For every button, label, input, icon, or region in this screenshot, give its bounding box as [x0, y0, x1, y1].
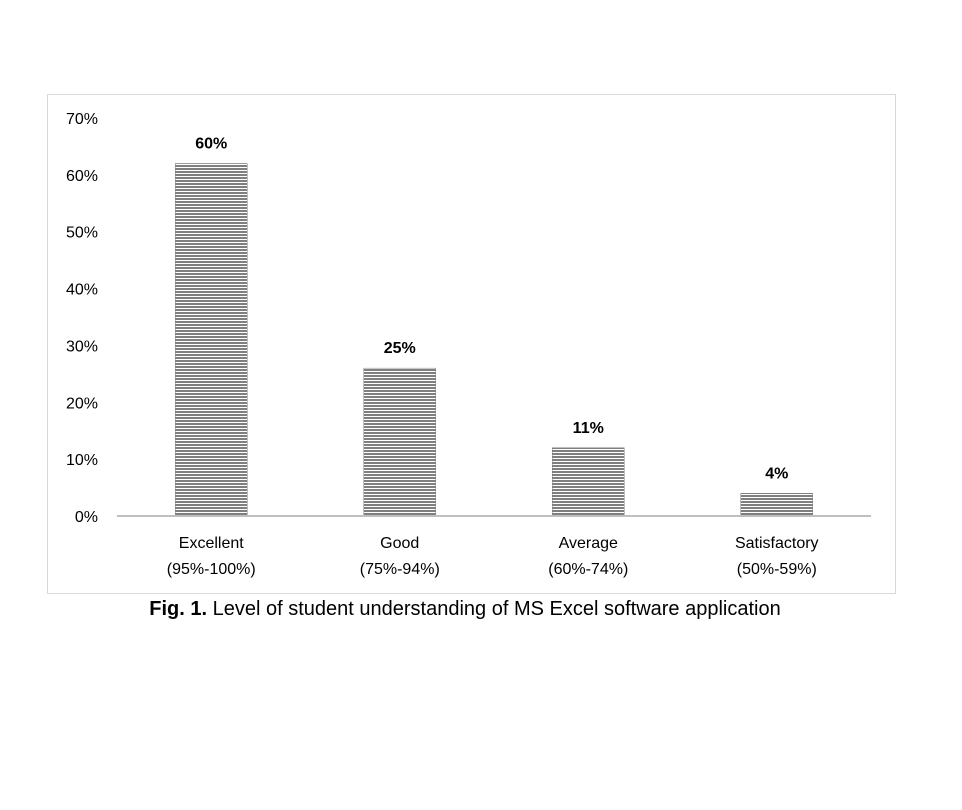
bar	[740, 493, 813, 517]
y-tick-label: 0%	[75, 509, 98, 526]
bar	[552, 447, 625, 517]
caption-text: Level of student understanding of MS Exc…	[207, 598, 781, 620]
data-label: 11%	[573, 420, 604, 437]
data-label: 60%	[195, 135, 227, 152]
y-tick-label: 60%	[66, 168, 98, 185]
x-tick-label: Excellent	[179, 535, 244, 552]
y-tick-label: 30%	[66, 338, 98, 355]
x-tick-label: (60%-74%)	[548, 561, 628, 578]
bar	[175, 163, 248, 517]
x-tick-label: (50%-59%)	[737, 561, 817, 578]
y-tick-label: 20%	[66, 395, 98, 412]
data-label: 4%	[765, 465, 788, 482]
y-tick-label: 40%	[66, 282, 98, 299]
data-labels: 60% 25% 11% 4%	[195, 135, 788, 482]
bar-chart: 0% 10% 20% 30% 40% 50% 60% 70% 60% 25% 11% 4% Exce…	[66, 111, 871, 578]
y-tick-label: 10%	[66, 452, 98, 469]
caption-label: Fig. 1.	[149, 598, 208, 620]
x-axis-labels: Excellent (95%-100%) Good (75%-94%) Average (…	[167, 535, 819, 578]
y-tick-label: 50%	[66, 225, 98, 242]
bars	[175, 163, 813, 517]
x-tick-label: Good	[380, 535, 419, 552]
bar	[363, 367, 436, 517]
x-tick-label: (75%-94%)	[360, 561, 440, 578]
x-tick-label: Average	[559, 535, 618, 552]
data-label: 25%	[384, 340, 416, 357]
x-tick-label: Satisfactory	[735, 535, 819, 552]
figure-caption: Fig. 1. Level of student understanding o…	[0, 598, 930, 621]
x-tick-label: (95%-100%)	[167, 561, 256, 578]
y-axis-ticks: 0% 10% 20% 30% 40% 50% 60% 70%	[66, 111, 98, 526]
y-tick-label: 70%	[66, 111, 98, 128]
